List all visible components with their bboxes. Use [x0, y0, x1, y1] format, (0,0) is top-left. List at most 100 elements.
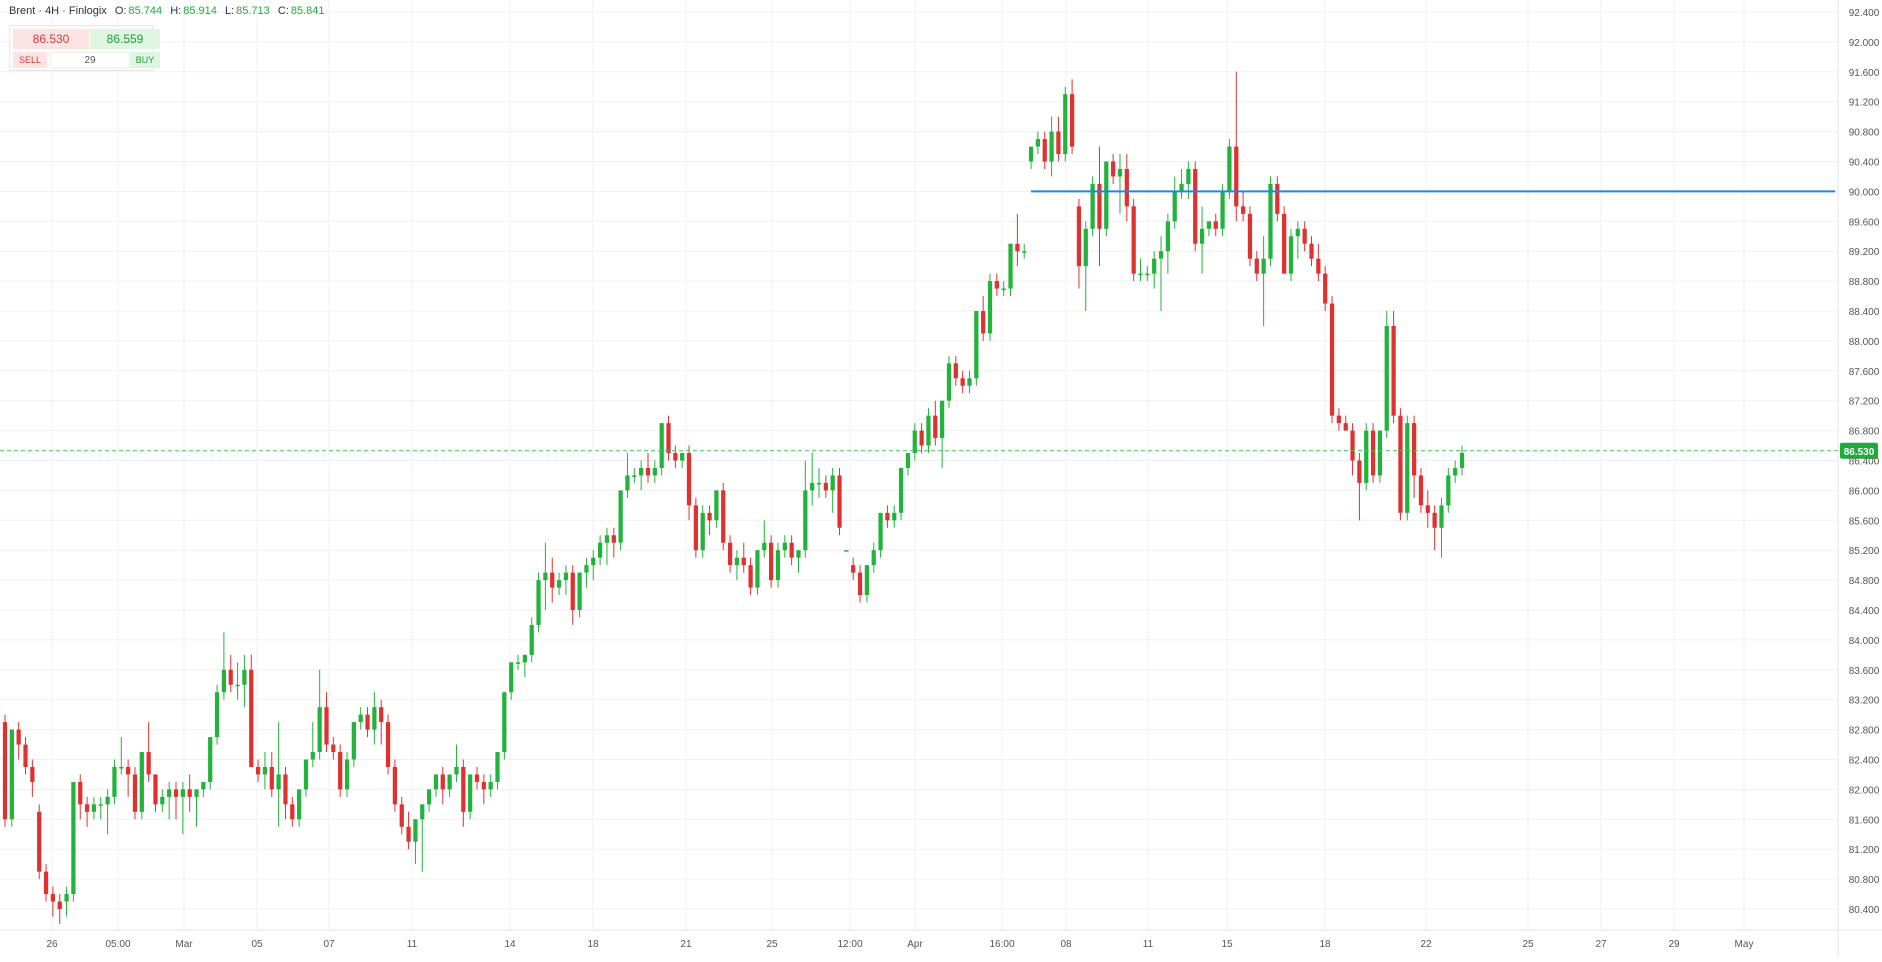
candle-body — [1254, 258, 1259, 274]
candle-up — [1384, 311, 1389, 439]
candle-body — [1350, 430, 1355, 461]
candle-body — [344, 759, 350, 790]
candle-down — [1240, 191, 1246, 222]
low-label: L: — [224, 5, 235, 17]
candle-body — [1453, 467, 1458, 476]
candle-up — [597, 535, 603, 566]
y-tick-label: 80.800 — [1849, 875, 1880, 886]
candle-up — [1145, 266, 1150, 282]
y-tick-label: 87.600 — [1849, 367, 1880, 378]
candle-down — [741, 542, 746, 573]
candle-up — [1138, 258, 1143, 282]
candle-body — [379, 707, 384, 723]
candle-body — [269, 766, 274, 790]
candle-down — [1411, 415, 1417, 498]
candle-down — [146, 722, 151, 782]
candle-up — [1035, 131, 1041, 155]
candle-body — [1282, 213, 1287, 274]
candle-up — [1179, 168, 1184, 199]
candle-up — [556, 572, 562, 596]
candle-body — [515, 662, 521, 664]
candle-body — [919, 430, 924, 446]
candle-down — [1131, 198, 1136, 282]
candle-down — [1234, 71, 1239, 222]
candle-body — [652, 467, 657, 476]
candle-body — [686, 453, 692, 506]
y-tick-label: 92.000 — [1849, 38, 1880, 49]
candle-body — [228, 669, 233, 685]
candle-body — [91, 804, 97, 812]
candle-body — [297, 789, 302, 820]
candle-down — [440, 766, 445, 805]
candle-body — [1056, 131, 1061, 155]
candle-down — [474, 766, 480, 790]
sell-price-button[interactable]: 86.530 — [13, 29, 89, 49]
candle-down — [1056, 116, 1061, 162]
candle-up — [618, 490, 623, 551]
candle-up — [433, 774, 439, 797]
candle-body — [64, 894, 69, 902]
candle-up — [1001, 281, 1006, 297]
candle-body — [160, 796, 165, 805]
x-tick-label: 18 — [1319, 939, 1331, 950]
x-tick-label: 14 — [504, 939, 516, 950]
candle-up — [1152, 251, 1157, 289]
candle-up — [529, 617, 534, 663]
candle-down — [290, 796, 295, 827]
candle-body — [789, 542, 794, 558]
y-tick-label: 85.200 — [1849, 546, 1880, 557]
y-tick-label: 86.400 — [1849, 457, 1880, 468]
candle-down — [1302, 221, 1307, 252]
candle-up — [714, 490, 719, 528]
x-tick-label: 08 — [1060, 939, 1072, 950]
candle-body — [529, 624, 534, 655]
candle-body — [1398, 415, 1403, 513]
y-tick-label: 80.400 — [1849, 905, 1880, 916]
candle-down — [789, 535, 794, 566]
y-tick-label: 92.400 — [1849, 8, 1880, 19]
candle-down — [84, 796, 90, 827]
candle-body — [1247, 213, 1253, 259]
low-value: 85.713 — [236, 5, 270, 17]
candle-body — [153, 774, 158, 805]
candle-body — [461, 766, 466, 812]
grid — [0, 0, 1838, 930]
sell-button[interactable]: SELL — [13, 52, 47, 68]
y-tick-label: 90.800 — [1849, 128, 1880, 139]
candle-down — [851, 557, 856, 581]
candle-down — [399, 796, 404, 835]
candle-down — [769, 535, 774, 588]
candle-body — [16, 729, 21, 745]
candle-down — [392, 759, 398, 812]
candle-down — [1247, 206, 1253, 267]
candle-down — [255, 759, 261, 782]
buy-price-button[interactable]: 86.559 — [90, 29, 160, 49]
candle-down — [1076, 198, 1082, 289]
candle-body — [960, 378, 965, 386]
candle-down — [1069, 79, 1075, 155]
y-tick-label: 83.200 — [1849, 696, 1880, 707]
candle-down — [857, 565, 863, 603]
candles — [2, 71, 1465, 924]
current-price-group: 86.530 — [0, 442, 1878, 459]
candle-up — [139, 752, 144, 820]
candle-body — [823, 482, 828, 491]
candle-body — [221, 669, 227, 693]
candle-up — [810, 453, 815, 506]
candle-body — [659, 423, 664, 468]
candle-body — [310, 752, 315, 760]
candle-body — [338, 752, 343, 790]
candle-body — [892, 512, 897, 521]
candle-up — [1377, 430, 1383, 483]
candle-body — [1418, 475, 1424, 506]
current-price-label: 86.530 — [1844, 447, 1875, 458]
candle-body — [468, 774, 473, 812]
candle-up — [344, 752, 350, 797]
candle-up — [502, 692, 507, 760]
candle-up — [892, 505, 897, 528]
candle-body — [502, 692, 507, 753]
buy-button[interactable]: BUY — [130, 52, 160, 68]
